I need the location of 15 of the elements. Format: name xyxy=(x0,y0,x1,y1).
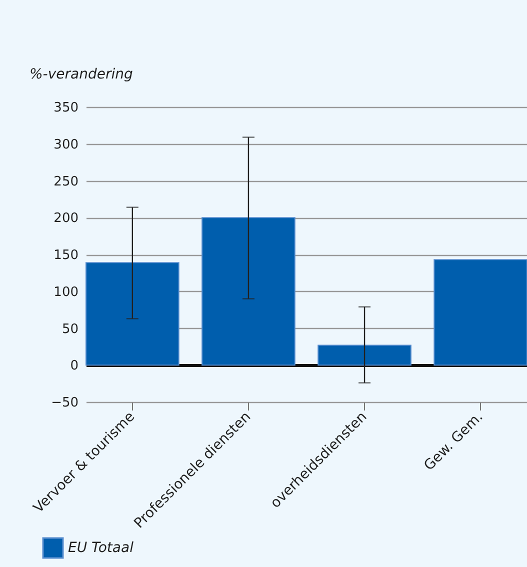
y-tick-label: 200 xyxy=(54,211,78,226)
y-axis-title: %-verandering xyxy=(30,66,133,82)
bar xyxy=(202,217,296,366)
bar xyxy=(318,344,412,366)
legend-label: EU Totaal xyxy=(68,540,134,556)
y-tick-label: 350 xyxy=(54,100,78,116)
bar xyxy=(434,259,527,366)
y-tick-label: 250 xyxy=(54,174,78,190)
y-tick-label: 50 xyxy=(62,322,78,337)
y-tick-label: 150 xyxy=(54,248,78,263)
bar xyxy=(86,262,180,366)
y-tick-label: 300 xyxy=(54,137,78,152)
y-tick-label: 100 xyxy=(54,284,78,300)
y-tick-label: −50 xyxy=(51,396,78,410)
y-tick-label: 0 xyxy=(70,358,78,374)
